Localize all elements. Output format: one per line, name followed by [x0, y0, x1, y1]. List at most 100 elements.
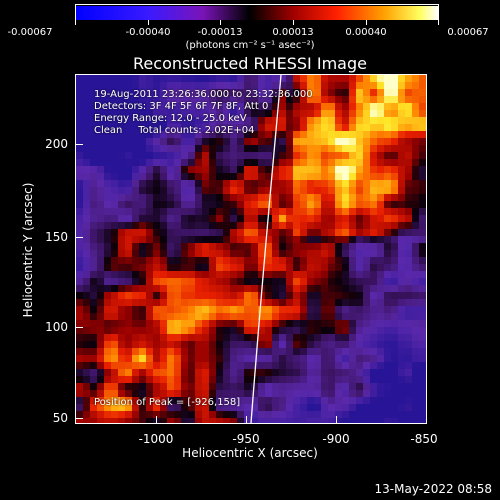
heatmap-cell	[237, 313, 245, 321]
heatmap-cell	[342, 376, 350, 384]
heatmap-cell	[104, 299, 112, 307]
heatmap-cell	[405, 404, 413, 412]
heatmap-cell	[216, 292, 224, 300]
heatmap-cell	[286, 285, 294, 293]
heatmap-cell	[349, 138, 357, 146]
heatmap-cell	[251, 201, 259, 209]
heatmap-cell	[335, 82, 343, 90]
heatmap-cell	[118, 250, 126, 258]
heatmap-cell	[202, 229, 210, 237]
heatmap-cell	[328, 369, 336, 377]
heatmap-cell	[251, 131, 259, 139]
heatmap-cell	[398, 110, 406, 118]
heatmap-cell	[286, 75, 294, 83]
heatmap-cell	[174, 264, 182, 272]
heatmap-cell	[202, 362, 210, 370]
heatmap-cell	[230, 369, 238, 377]
heatmap-cell	[237, 341, 245, 349]
heatmap-cell	[405, 355, 413, 363]
heatmap-cell	[104, 369, 112, 377]
heatmap-cell	[307, 96, 315, 104]
heatmap-cell	[286, 355, 294, 363]
heatmap-cell	[223, 96, 231, 104]
heatmap-cell	[405, 278, 413, 286]
heatmap-cell	[160, 208, 168, 216]
heatmap-cell	[160, 229, 168, 237]
heatmap-cell	[132, 180, 140, 188]
heatmap-cell	[202, 243, 210, 251]
y-tick-label: 200	[45, 137, 68, 151]
heatmap-cell	[419, 124, 426, 132]
heatmap-cell	[363, 257, 371, 265]
heatmap-cell	[356, 278, 364, 286]
heatmap-cell	[370, 96, 378, 104]
heatmap-cell	[321, 89, 329, 97]
y-axis-label: Heliocentric Y (arcsec)	[21, 182, 35, 318]
heatmap-cell	[349, 341, 357, 349]
heatmap-cell	[405, 299, 413, 307]
heatmap-cell	[398, 236, 406, 244]
heatmap-cell	[111, 299, 119, 307]
heatmap-cell	[391, 313, 399, 321]
heatmap-cell	[83, 194, 91, 202]
heatmap-cell	[370, 89, 378, 97]
heatmap-cell	[153, 187, 161, 195]
heatmap-cell	[398, 131, 406, 139]
heatmap-cell	[293, 271, 301, 279]
heatmap-cell	[405, 264, 413, 272]
heatmap-cell	[83, 278, 91, 286]
heatmap-cell	[272, 369, 280, 377]
heatmap-cell	[153, 362, 161, 370]
heatmap-cell	[132, 166, 140, 174]
heatmap-cell	[237, 229, 245, 237]
heatmap-cell	[377, 264, 385, 272]
heatmap-cell	[125, 299, 133, 307]
heatmap-cell	[251, 306, 259, 314]
heatmap-cell	[160, 299, 168, 307]
heatmap-cell	[90, 89, 98, 97]
heatmap-cell	[370, 152, 378, 160]
heatmap-cell	[188, 383, 196, 391]
heatmap-cell	[342, 404, 350, 412]
heatmap-cell	[321, 348, 329, 356]
heatmap-cell	[139, 229, 147, 237]
heatmap-cell	[293, 348, 301, 356]
heatmap-cell	[370, 194, 378, 202]
heatmap-cell	[195, 299, 203, 307]
heatmap-cell	[251, 397, 259, 405]
heatmap-cell	[167, 418, 175, 423]
heatmap-cell	[335, 166, 343, 174]
heatmap-cell	[342, 250, 350, 258]
heatmap-cell	[349, 334, 357, 342]
heatmap-cell	[83, 117, 91, 125]
y-tick	[75, 237, 83, 238]
heatmap-cell	[412, 250, 420, 258]
heatmap-cell	[230, 355, 238, 363]
heatmap-cell	[279, 138, 287, 146]
heatmap-cell	[258, 334, 266, 342]
heatmap-cell	[230, 257, 238, 265]
heatmap-cell	[76, 341, 84, 349]
heatmap-cell	[181, 152, 189, 160]
heatmap-cell	[146, 145, 154, 153]
heatmap-cell	[293, 152, 301, 160]
heatmap-cell	[342, 243, 350, 251]
heatmap-cell	[188, 334, 196, 342]
y-tick	[75, 144, 83, 145]
heatmap-cell	[405, 306, 413, 314]
heatmap-cell	[195, 180, 203, 188]
heatmap-cell	[307, 327, 315, 335]
heatmap-cell	[286, 327, 294, 335]
heatmap-image	[76, 75, 426, 423]
heatmap-cell	[356, 229, 364, 237]
heatmap-cell	[188, 124, 196, 132]
heatmap-cell	[384, 397, 392, 405]
heatmap-cell	[209, 187, 217, 195]
heatmap-cell	[384, 103, 392, 111]
heatmap-cell	[279, 75, 287, 83]
heatmap-cell	[412, 180, 420, 188]
heatmap-cell	[237, 194, 245, 202]
heatmap-cell	[209, 110, 217, 118]
colorbar	[75, 4, 439, 20]
heatmap-cell	[97, 152, 105, 160]
